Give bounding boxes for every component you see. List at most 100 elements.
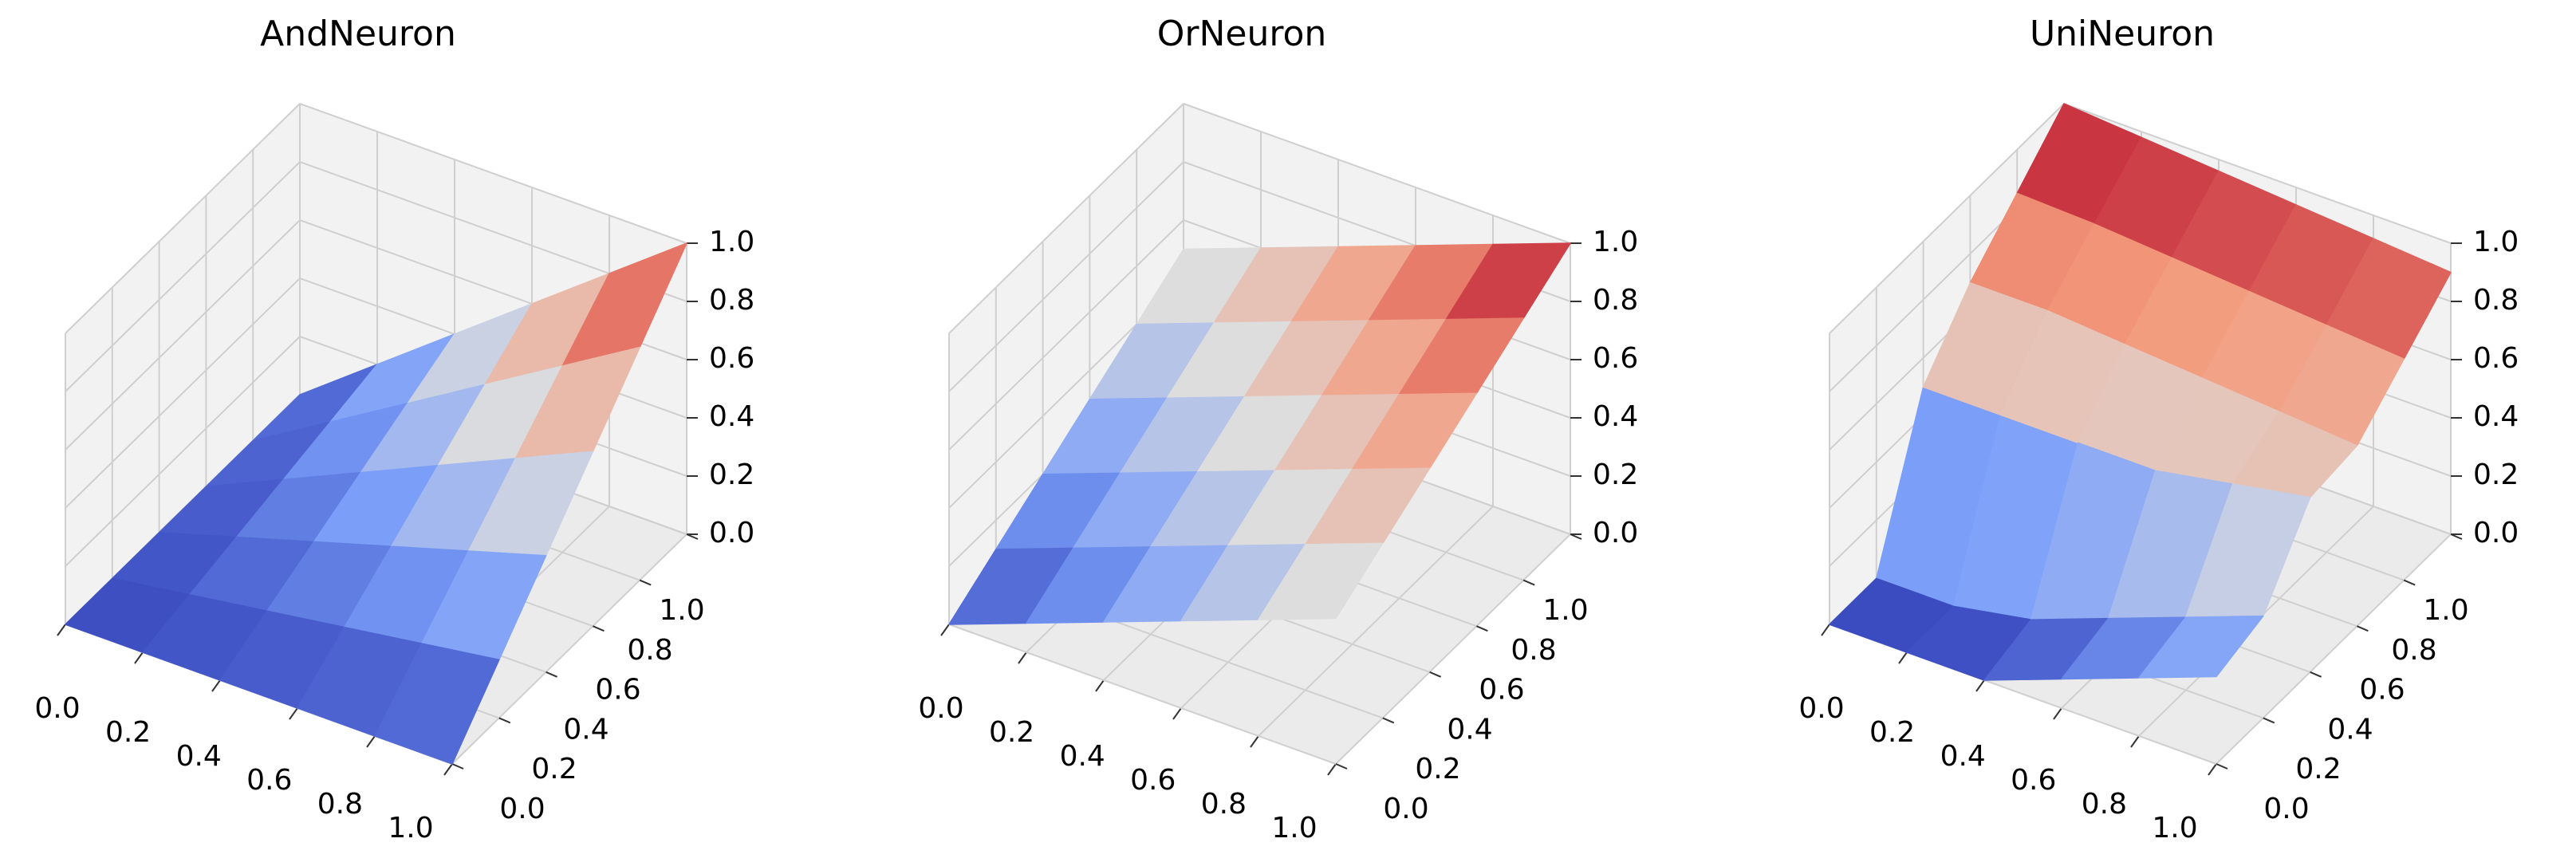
z-tick-label: 0.4 xyxy=(2473,400,2519,433)
x-tick xyxy=(366,735,376,748)
grid-line xyxy=(948,103,1184,334)
z-tick-label: 0.0 xyxy=(709,517,754,549)
x-tick xyxy=(134,651,144,664)
x-tick-label: 0.6 xyxy=(246,764,292,797)
y-tick-label: 0.6 xyxy=(2359,674,2405,707)
x-tick-label: 1.0 xyxy=(388,812,433,844)
z-tick-label: 0.8 xyxy=(1593,284,1638,317)
y-tick xyxy=(1382,717,1395,724)
y-tick xyxy=(2403,579,2416,586)
surface-facet xyxy=(374,643,500,765)
y-tick xyxy=(1476,625,1488,632)
y-tick-label: 1.0 xyxy=(659,594,704,627)
grid-line xyxy=(1183,103,1571,244)
x-tick-label: 0.2 xyxy=(1869,716,1915,749)
z-tick-label: 1.0 xyxy=(2473,226,2519,258)
y-tick xyxy=(2310,671,2322,678)
y-tick-label: 0.2 xyxy=(1415,753,1460,785)
z-tick-label: 0.8 xyxy=(709,284,754,317)
chart-title: AndNeuron xyxy=(260,14,456,54)
x-tick xyxy=(1898,651,1908,664)
z-tick-label: 0.4 xyxy=(1593,400,1638,433)
y-tick-label: 0.4 xyxy=(2327,713,2373,746)
z-tick-label: 1.0 xyxy=(709,226,754,258)
y-tick xyxy=(546,671,557,678)
grid-line xyxy=(65,219,301,451)
y-tick xyxy=(593,625,605,632)
grid-line xyxy=(2063,103,2452,244)
y-tick xyxy=(2216,763,2228,770)
x-tick-label: 0.0 xyxy=(34,692,80,725)
x-tick xyxy=(443,763,453,776)
x-tick xyxy=(1327,763,1337,776)
y-tick-label: 0.8 xyxy=(1511,634,1556,667)
x-tick-label: 0.4 xyxy=(176,740,222,773)
chart-title: UniNeuron xyxy=(2030,14,2215,54)
y-tick-label: 0.6 xyxy=(595,674,640,707)
y-tick-label: 0.4 xyxy=(563,713,609,746)
chart-title: OrNeuron xyxy=(1157,14,1327,54)
x-tick-label: 0.0 xyxy=(918,692,963,725)
z-tick-label: 0.8 xyxy=(2473,284,2519,317)
grid-line xyxy=(451,533,687,765)
x-tick-label: 0.2 xyxy=(989,716,1034,749)
z-tick-label: 0.0 xyxy=(2473,517,2519,549)
grid-line xyxy=(948,161,1184,392)
x-tick xyxy=(1018,651,1027,664)
x-tick-label: 1.0 xyxy=(1271,812,1317,844)
x-tick-label: 1.0 xyxy=(2152,812,2197,844)
x-tick xyxy=(1975,679,1985,692)
x-tick xyxy=(2130,735,2140,748)
y-tick-label: 0.8 xyxy=(2391,634,2436,667)
grid-line xyxy=(1258,506,1494,737)
x-tick xyxy=(57,624,66,636)
z-tick-label: 1.0 xyxy=(1593,226,1638,258)
x-tick-label: 0.4 xyxy=(1940,740,1986,773)
grid-line xyxy=(948,624,1337,765)
z-tick-label: 0.6 xyxy=(2473,342,2519,375)
x-tick xyxy=(940,624,950,636)
grid-line xyxy=(948,219,1184,451)
surface-facet xyxy=(1258,542,1384,620)
y-tick-label: 0.0 xyxy=(2263,793,2309,825)
x-tick xyxy=(2208,763,2217,776)
y-tick xyxy=(639,579,652,586)
x-tick-label: 0.6 xyxy=(1130,764,1176,797)
z-tick-label: 0.6 xyxy=(709,342,754,375)
x-tick xyxy=(1250,735,1259,748)
z-tick-label: 0.2 xyxy=(709,459,754,491)
grid-line xyxy=(65,336,301,567)
x-tick xyxy=(1172,707,1182,720)
z-tick-label: 0.6 xyxy=(1593,342,1638,375)
grid-line xyxy=(1829,103,2065,334)
z-tick-label: 0.0 xyxy=(1593,517,1638,549)
y-tick-label: 0.6 xyxy=(1479,674,1524,707)
x-tick-label: 0.4 xyxy=(1060,740,1105,773)
y-tick xyxy=(498,717,511,724)
grid-line xyxy=(2216,533,2452,765)
y-tick xyxy=(2357,625,2369,632)
x-tick xyxy=(211,679,221,692)
y-tick-label: 0.0 xyxy=(499,793,545,825)
y-tick-label: 0.2 xyxy=(531,753,577,785)
x-tick-label: 0.0 xyxy=(1798,692,1844,725)
x-tick xyxy=(1821,624,1830,636)
y-tick xyxy=(1429,671,1441,678)
grid-line xyxy=(65,161,301,392)
y-tick xyxy=(451,763,464,770)
subplot: UniNeuron 0.0 0.2 0.4 0.6 0.8 1.0 0.0 0.2 0.4 0.6 0… xyxy=(1798,14,2519,844)
grid-line xyxy=(299,103,687,244)
x-tick-label: 0.8 xyxy=(1201,788,1247,821)
subplot: OrNeuron 0.0 0.2 0.4 0.6 0.8 1.0 0.0 0.2 0.4 0.6 0.… xyxy=(918,14,1638,844)
subplot: AndNeuron 0.0 0.2 0.4 0.6 0.8 1.0 0.0 0.2 0.4 0.6 0… xyxy=(34,14,754,844)
surface-facet xyxy=(2138,615,2264,679)
grid-line xyxy=(1335,533,1571,765)
x-tick xyxy=(1095,679,1105,692)
y-tick-label: 0.2 xyxy=(2295,753,2341,785)
y-tick-label: 0.8 xyxy=(627,634,672,667)
z-tick-label: 0.4 xyxy=(709,400,754,433)
grid-line xyxy=(65,278,301,509)
y-tick-label: 1.0 xyxy=(1542,594,1588,627)
y-tick-label: 0.0 xyxy=(1383,793,1428,825)
